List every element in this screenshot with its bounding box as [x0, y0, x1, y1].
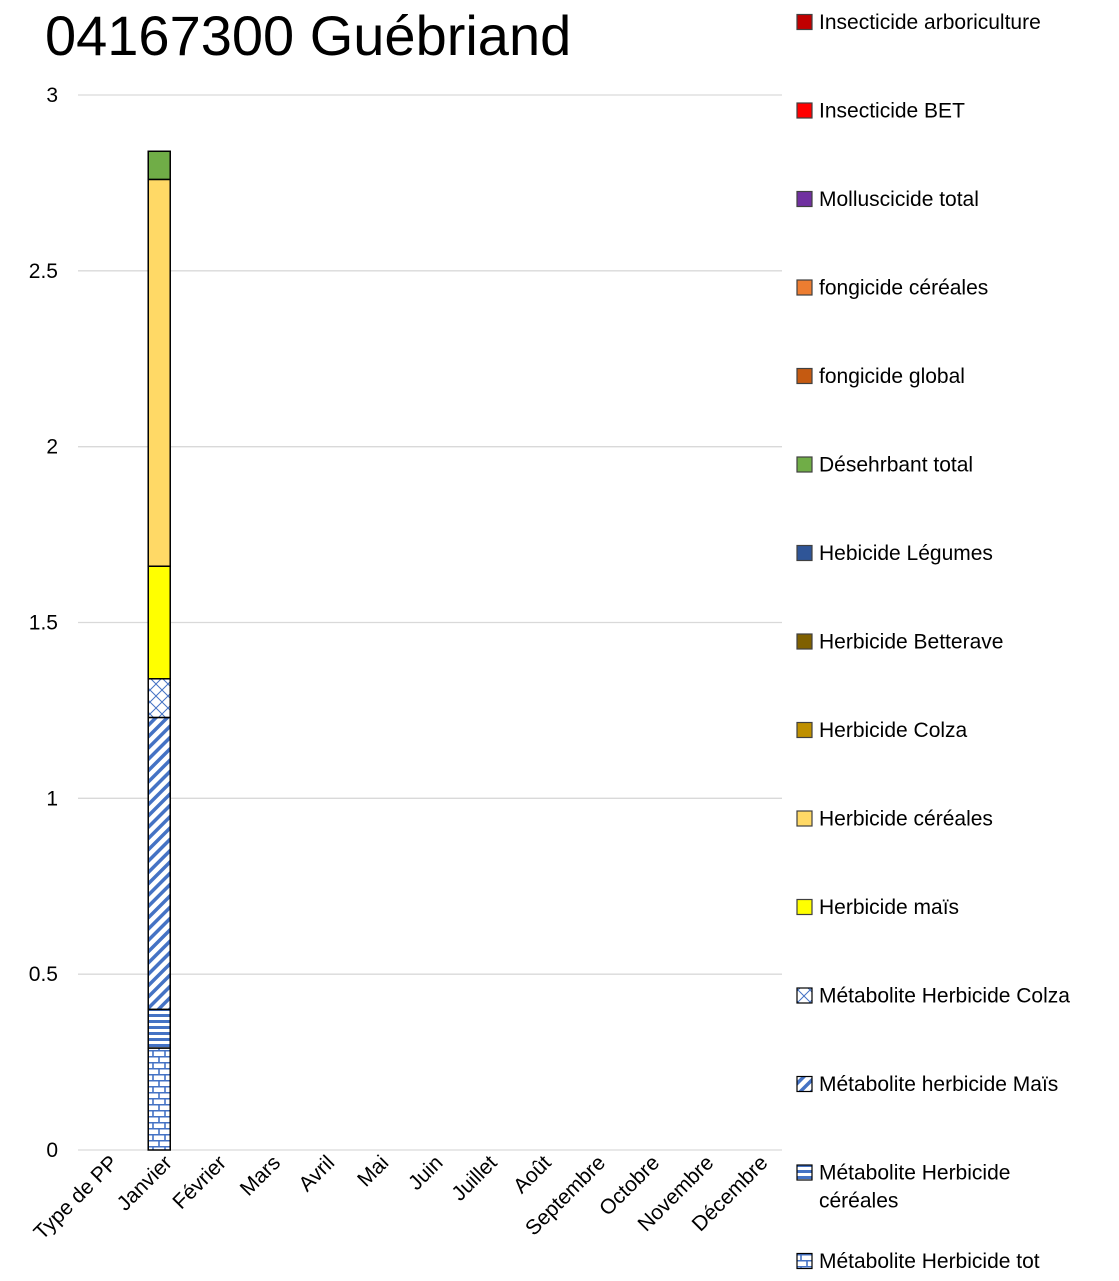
legend-label: fongicide global	[819, 365, 965, 388]
legend-swatch	[796, 544, 813, 562]
legend-swatch	[796, 456, 813, 473]
legend-swatch	[796, 721, 813, 739]
y-tick-label: 3	[46, 84, 58, 107]
legend-label: Molluscicide total	[819, 188, 979, 211]
y-tick-label: 0.5	[29, 963, 58, 986]
legend-swatch	[796, 987, 813, 1004]
y-tick-label: 2.5	[29, 260, 58, 283]
legend-label: Herbicide Betterave	[819, 631, 1003, 654]
y-tick-label: 0	[46, 1139, 58, 1162]
legend-item-metabolite-herbicide-tot: Métabolite Herbicide tot	[796, 1250, 1040, 1273]
legend: Insecticide arboriculture Insecticide BET…	[796, 11, 1070, 1273]
x-tick-label: Type de PP	[30, 1151, 123, 1244]
legend-label: Désehrbant total	[819, 454, 973, 477]
legend-swatch	[796, 279, 813, 296]
legend-label: Herbicide maïs	[819, 896, 959, 919]
bar-segment-herbicide-mais	[147, 565, 171, 680]
bar-segment-desehrbant-total	[147, 150, 171, 181]
legend-swatch	[796, 810, 813, 827]
legend-item-metabolite-herbicide-colza: Métabolite Herbicide Colza	[796, 985, 1070, 1008]
legend-label: Métabolite Herbicide tot	[819, 1250, 1040, 1273]
legend-label: Herbicide Colza	[819, 719, 968, 742]
legend-label: Métabolite Herbicide céréales	[819, 1162, 1010, 1213]
x-tick-label: Janvier	[113, 1151, 177, 1215]
legend-item-fongicide-cereales: fongicide céréales	[796, 277, 988, 300]
legend-item-herbicide-betterave: Herbicide Betterave	[796, 631, 1003, 654]
x-tick-label: Mars	[236, 1151, 285, 1200]
legend-item-metabolite-herbicide-cereales: Métabolite Herbicide céréales	[796, 1162, 1010, 1213]
legend-swatch	[796, 633, 813, 650]
legend-swatch	[796, 190, 813, 208]
legend-label: fongicide céréales	[819, 277, 988, 300]
bars	[147, 150, 171, 1151]
bar-segment-metabolite-herbicide-tot	[147, 1047, 171, 1151]
legend-label: Métabolite herbicide Maïs	[819, 1073, 1058, 1096]
bar-segment-metabolite-herbicide-colza	[147, 678, 171, 719]
legend-swatch	[796, 1075, 813, 1093]
legend-label: Herbicide céréales	[819, 808, 993, 831]
x-tick-label: Juillet	[447, 1151, 501, 1205]
legend-swatch	[796, 367, 813, 385]
y-tick-label: 1.5	[29, 612, 58, 635]
y-tick-label: 1	[46, 787, 58, 810]
legend-item-desehrbant-total: Désehrbant total	[796, 454, 973, 477]
legend-item-herbicide-mais: Herbicide maïs	[796, 896, 959, 919]
legend-label: Insecticide BET	[819, 100, 965, 123]
bar-segment-metabolite-herbicide-cereales	[147, 1008, 171, 1049]
legend-label: Hebicide Légumes	[819, 542, 993, 565]
legend-item-herbicide-cereales: Herbicide céréales	[796, 808, 993, 831]
x-tick-label: Février	[168, 1151, 230, 1213]
legend-item-hebicide-legumes: Hebicide Légumes	[796, 542, 993, 565]
x-tick-label: Août	[509, 1151, 556, 1198]
x-tick-label: Mai	[353, 1151, 393, 1191]
y-tick-label: 2	[46, 436, 58, 459]
legend-swatch	[796, 1252, 813, 1270]
legend-swatch	[796, 1164, 813, 1181]
gridlines: 0 0.5 1 1.5 2 2.5 3	[29, 84, 782, 1162]
legend-item-insecticide-arboriculture: Insecticide arboriculture	[796, 11, 1041, 34]
chart-title: 04167300 Guébriand	[45, 4, 571, 67]
legend-swatch	[796, 898, 813, 916]
x-tick-label: Avril	[294, 1151, 339, 1196]
legend-swatch	[796, 102, 813, 119]
legend-item-insecticide-bet: Insecticide BET	[796, 100, 965, 123]
bar-segment-metabolite-herbicide-mais	[147, 716, 171, 1011]
legend-item-molluscicide-total: Molluscicide total	[796, 188, 979, 211]
legend-label: Insecticide arboriculture	[819, 11, 1041, 34]
legend-label: Métabolite Herbicide Colza	[819, 985, 1070, 1008]
bar-segment-herbicide-cereales	[147, 178, 171, 567]
legend-item-herbicide-colza: Herbicide Colza	[796, 719, 968, 742]
legend-item-fongicide-global: fongicide global	[796, 365, 965, 388]
legend-swatch	[796, 13, 813, 31]
x-tick-label: Juin	[404, 1151, 448, 1195]
legend-item-metabolite-herbicide-mais: Métabolite herbicide Maïs	[796, 1073, 1058, 1096]
